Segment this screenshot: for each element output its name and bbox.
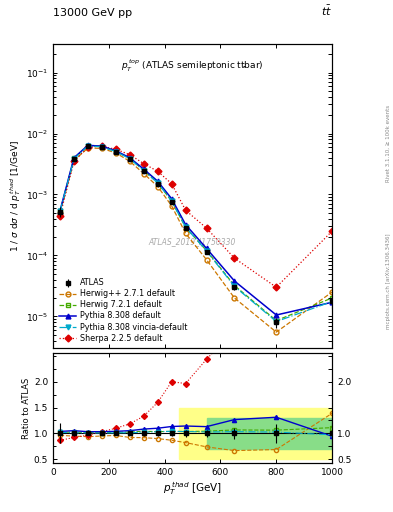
Pythia 8.308 default <box>99 143 104 149</box>
Sherpa 2.2.5 default <box>99 143 104 149</box>
Sherpa 2.2.5 default <box>183 207 188 214</box>
Pythia 8.308 default <box>183 222 188 228</box>
Herwig++ 2.7.1 default <box>86 145 90 151</box>
Bar <box>179 408 332 459</box>
Line: Herwig++ 2.7.1 default: Herwig++ 2.7.1 default <box>58 145 334 334</box>
Herwig 7.2.1 default <box>141 167 146 173</box>
Herwig 7.2.1 default <box>114 148 118 155</box>
Legend: ATLAS, Herwig++ 2.7.1 default, Herwig 7.2.1 default, Pythia 8.308 default, Pythi: ATLAS, Herwig++ 2.7.1 default, Herwig 7.… <box>57 277 189 344</box>
Pythia 8.308 vincia-default <box>127 156 132 162</box>
Herwig 7.2.1 default <box>155 180 160 186</box>
Line: Pythia 8.308 default: Pythia 8.308 default <box>58 143 334 317</box>
Pythia 8.308 vincia-default <box>274 318 279 325</box>
Herwig 7.2.1 default <box>330 295 334 301</box>
Herwig 7.2.1 default <box>58 208 62 215</box>
Sherpa 2.2.5 default <box>114 146 118 153</box>
Pythia 8.308 default <box>204 245 209 251</box>
Sherpa 2.2.5 default <box>127 152 132 158</box>
Text: 13000 GeV pp: 13000 GeV pp <box>53 8 132 18</box>
Herwig++ 2.7.1 default <box>183 230 188 237</box>
Sherpa 2.2.5 default <box>58 212 62 219</box>
Sherpa 2.2.5 default <box>86 144 90 150</box>
Text: Rivet 3.1.10, ≥ 100k events: Rivet 3.1.10, ≥ 100k events <box>386 105 391 182</box>
Sherpa 2.2.5 default <box>141 161 146 167</box>
Herwig++ 2.7.1 default <box>99 145 104 152</box>
Bar <box>207 418 332 449</box>
Pythia 8.308 default <box>274 312 279 318</box>
Pythia 8.308 vincia-default <box>141 167 146 174</box>
Pythia 8.308 default <box>86 142 90 148</box>
Herwig++ 2.7.1 default <box>274 329 279 335</box>
Herwig++ 2.7.1 default <box>72 158 76 164</box>
Pythia 8.308 vincia-default <box>72 156 76 162</box>
Herwig++ 2.7.1 default <box>330 289 334 295</box>
Line: Sherpa 2.2.5 default: Sherpa 2.2.5 default <box>58 144 334 290</box>
Herwig++ 2.7.1 default <box>155 183 160 189</box>
Pythia 8.308 vincia-default <box>58 208 62 215</box>
Herwig 7.2.1 default <box>169 198 174 204</box>
Y-axis label: 1 / $\sigma$ d$\sigma$ / d $p_T^{\,thad}$ [1/GeV]: 1 / $\sigma$ d$\sigma$ / d $p_T^{\,thad}… <box>8 140 23 252</box>
Herwig 7.2.1 default <box>232 283 237 289</box>
Sherpa 2.2.5 default <box>169 181 174 187</box>
Herwig++ 2.7.1 default <box>58 210 62 216</box>
Sherpa 2.2.5 default <box>204 225 209 231</box>
Pythia 8.308 vincia-default <box>330 298 334 305</box>
Text: ATLAS_2019_I1750330: ATLAS_2019_I1750330 <box>149 237 236 246</box>
Herwig++ 2.7.1 default <box>232 295 237 301</box>
Line: Pythia 8.308 vincia-default: Pythia 8.308 vincia-default <box>58 143 334 324</box>
Herwig++ 2.7.1 default <box>204 257 209 263</box>
Pythia 8.308 vincia-default <box>232 283 237 289</box>
Herwig 7.2.1 default <box>274 317 279 324</box>
Pythia 8.308 default <box>141 166 146 172</box>
Herwig 7.2.1 default <box>86 143 90 149</box>
Herwig 7.2.1 default <box>99 143 104 150</box>
Sherpa 2.2.5 default <box>274 284 279 290</box>
Pythia 8.308 default <box>330 299 334 305</box>
Herwig++ 2.7.1 default <box>114 150 118 156</box>
Herwig++ 2.7.1 default <box>141 170 146 177</box>
Sherpa 2.2.5 default <box>232 255 237 261</box>
Pythia 8.308 vincia-default <box>99 144 104 150</box>
Text: mcplots.cern.ch [arXiv:1306.3436]: mcplots.cern.ch [arXiv:1306.3436] <box>386 234 391 329</box>
Pythia 8.308 vincia-default <box>155 180 160 186</box>
Pythia 8.308 default <box>72 155 76 161</box>
Sherpa 2.2.5 default <box>330 228 334 234</box>
Herwig++ 2.7.1 default <box>127 158 132 164</box>
Herwig 7.2.1 default <box>127 155 132 161</box>
Sherpa 2.2.5 default <box>155 168 160 175</box>
Pythia 8.308 default <box>169 196 174 202</box>
Sherpa 2.2.5 default <box>72 158 76 164</box>
Pythia 8.308 vincia-default <box>183 224 188 230</box>
Pythia 8.308 vincia-default <box>114 148 118 155</box>
Pythia 8.308 default <box>127 155 132 161</box>
Pythia 8.308 default <box>114 148 118 154</box>
Herwig 7.2.1 default <box>72 155 76 161</box>
Pythia 8.308 vincia-default <box>169 198 174 204</box>
Pythia 8.308 vincia-default <box>204 248 209 254</box>
X-axis label: $p_T^{\,thad}$ [GeV]: $p_T^{\,thad}$ [GeV] <box>163 480 222 497</box>
Pythia 8.308 default <box>58 208 62 214</box>
Herwig 7.2.1 default <box>204 247 209 253</box>
Herwig 7.2.1 default <box>183 224 188 230</box>
Pythia 8.308 default <box>232 278 237 284</box>
Y-axis label: Ratio to ATLAS: Ratio to ATLAS <box>22 378 31 439</box>
Text: $p_T^{\,top}$ (ATLAS semileptonic tt$\bar{}$bar): $p_T^{\,top}$ (ATLAS semileptonic tt$\ba… <box>121 57 264 74</box>
Text: $t\bar{t}$: $t\bar{t}$ <box>321 4 332 18</box>
Line: Herwig 7.2.1 default: Herwig 7.2.1 default <box>58 143 334 323</box>
Herwig++ 2.7.1 default <box>169 203 174 209</box>
Pythia 8.308 vincia-default <box>86 143 90 149</box>
Pythia 8.308 default <box>155 178 160 184</box>
